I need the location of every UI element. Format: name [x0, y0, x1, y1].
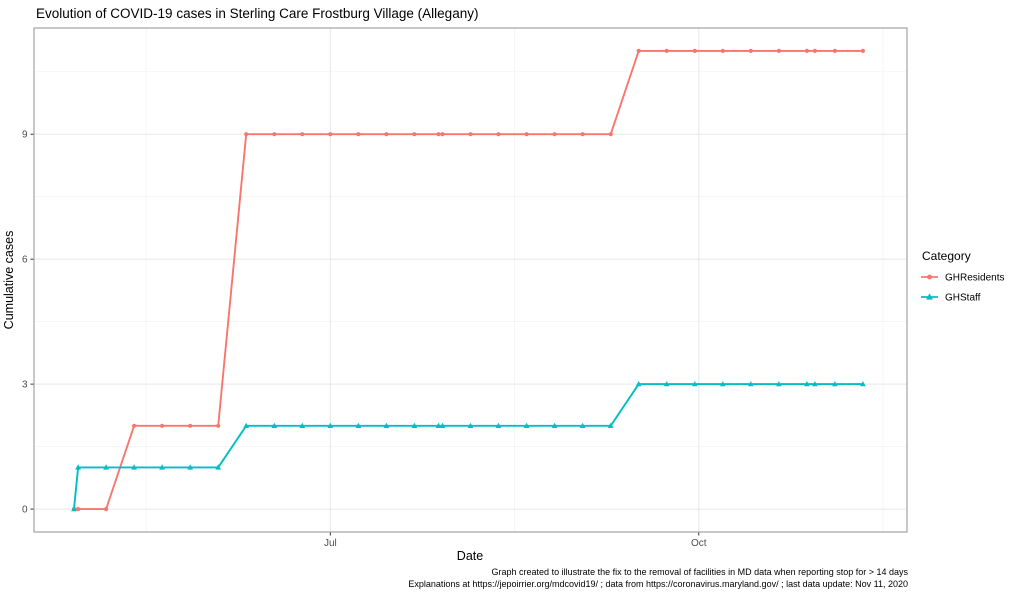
data-point-circle-icon: [440, 132, 445, 137]
data-point-triangle-icon: [327, 422, 334, 428]
data-point-circle-icon: [776, 48, 782, 54]
data-point-circle-icon: [748, 48, 753, 54]
gridlines: [34, 28, 907, 532]
data-point-circle-icon: [804, 48, 810, 54]
data-point-triangle-icon: [439, 422, 446, 428]
legend-item-ghresidents: GHResidents: [921, 273, 1004, 284]
caption-line-2: Explanations at https://jepoirrier.org/m…: [408, 579, 908, 589]
data-point-circle-icon: [636, 48, 641, 54]
x-axis-title: Date: [457, 549, 483, 563]
data-point-circle-icon: [860, 48, 866, 54]
data-point-circle-icon: [812, 48, 818, 54]
data-point-circle-icon: [104, 507, 109, 512]
data-point-circle-icon: [580, 132, 585, 137]
data-point-triangle-icon: [804, 381, 810, 387]
legend-item-ghstaff: GHStaff: [921, 293, 981, 304]
data-point-triangle-icon: [75, 464, 81, 470]
data-point-circle-icon: [692, 48, 697, 54]
data-point-circle-icon: [132, 423, 137, 428]
data-point-circle-icon: [76, 507, 81, 512]
data-point-circle-icon: [608, 132, 613, 137]
data-point-triangle-icon: [383, 422, 390, 428]
y-tick-label: 6: [22, 255, 28, 266]
data-point-triangle-icon: [551, 422, 558, 428]
y-tick-label: 0: [22, 505, 28, 516]
data-point-circle-icon: [188, 423, 193, 428]
data-point-triangle-icon: [243, 422, 250, 428]
series-line-GHStaff: [73, 383, 863, 510]
data-point-circle-icon: [328, 132, 333, 137]
data-point-circle-icon: [436, 132, 441, 137]
data-point-triangle-icon: [467, 422, 474, 428]
data-point-circle-icon: [552, 132, 557, 137]
data-point-circle-icon: [496, 132, 501, 137]
data-point-triangle-icon: [187, 464, 194, 470]
data-point-triangle-icon: [635, 381, 642, 387]
data-point-triangle-icon: [776, 381, 782, 387]
data-point-triangle-icon: [663, 381, 670, 387]
data-point-triangle-icon: [411, 422, 418, 428]
data-point-triangle-icon: [607, 422, 614, 428]
plot-panel: [34, 28, 907, 532]
y-tick-label: 9: [22, 130, 28, 141]
series-line-GHResidents: [74, 49, 863, 511]
data-point-circle-icon: [412, 132, 417, 137]
data-point-triangle-icon: [832, 381, 838, 387]
data-point-circle-icon: [524, 132, 529, 137]
data-point-triangle-icon: [159, 464, 165, 470]
data-point-triangle-icon: [719, 381, 726, 387]
legend-item-label: GHStaff: [945, 293, 981, 304]
data-point-triangle-icon: [579, 422, 586, 428]
legend-key-circle-icon: [927, 274, 932, 280]
chart-title: Evolution of COVID-19 cases in Sterling …: [36, 6, 478, 21]
x-tick-label: Oct: [691, 538, 707, 549]
data-point-triangle-icon: [103, 464, 109, 470]
data-point-triangle-icon: [495, 422, 502, 428]
y-tick-label: 3: [22, 380, 28, 391]
data-point-triangle-icon: [355, 422, 362, 428]
x-tick-label: Jul: [324, 538, 337, 549]
data-point-triangle-icon: [812, 381, 818, 387]
data-point-triangle-icon: [71, 506, 77, 512]
data-point-triangle-icon: [435, 422, 442, 428]
data-point-circle-icon: [384, 132, 389, 137]
data-point-circle-icon: [356, 132, 361, 137]
legend-title: Category: [922, 249, 971, 263]
panel-border: [33, 27, 908, 533]
data-point-circle-icon: [272, 132, 277, 137]
data-point-triangle-icon: [523, 422, 530, 428]
data-point-triangle-icon: [271, 422, 278, 428]
data-point-triangle-icon: [691, 381, 698, 387]
data-point-circle-icon: [468, 132, 473, 137]
y-axis-title: Cumulative cases: [2, 231, 16, 330]
data-point-triangle-icon: [299, 422, 306, 428]
data-point-triangle-icon: [747, 381, 754, 387]
data-point-circle-icon: [832, 48, 838, 54]
data-point-circle-icon: [300, 132, 305, 137]
data-point-triangle-icon: [860, 381, 866, 387]
data-point-circle-icon: [160, 423, 165, 428]
legend: Category GHResidents GHStaff: [921, 249, 1004, 304]
legend-item-label: GHResidents: [945, 273, 1004, 284]
data-point-circle-icon: [720, 48, 725, 54]
caption-line-1: Graph created to illustrate the fix to t…: [492, 567, 909, 577]
data-point-circle-icon: [216, 423, 221, 428]
legend-key-triangle-icon: [926, 293, 933, 300]
data-point-circle-icon: [664, 48, 669, 54]
data-point-circle-icon: [244, 132, 249, 137]
data-point-triangle-icon: [215, 464, 222, 470]
series-layer: [71, 48, 866, 512]
data-point-triangle-icon: [131, 464, 137, 470]
